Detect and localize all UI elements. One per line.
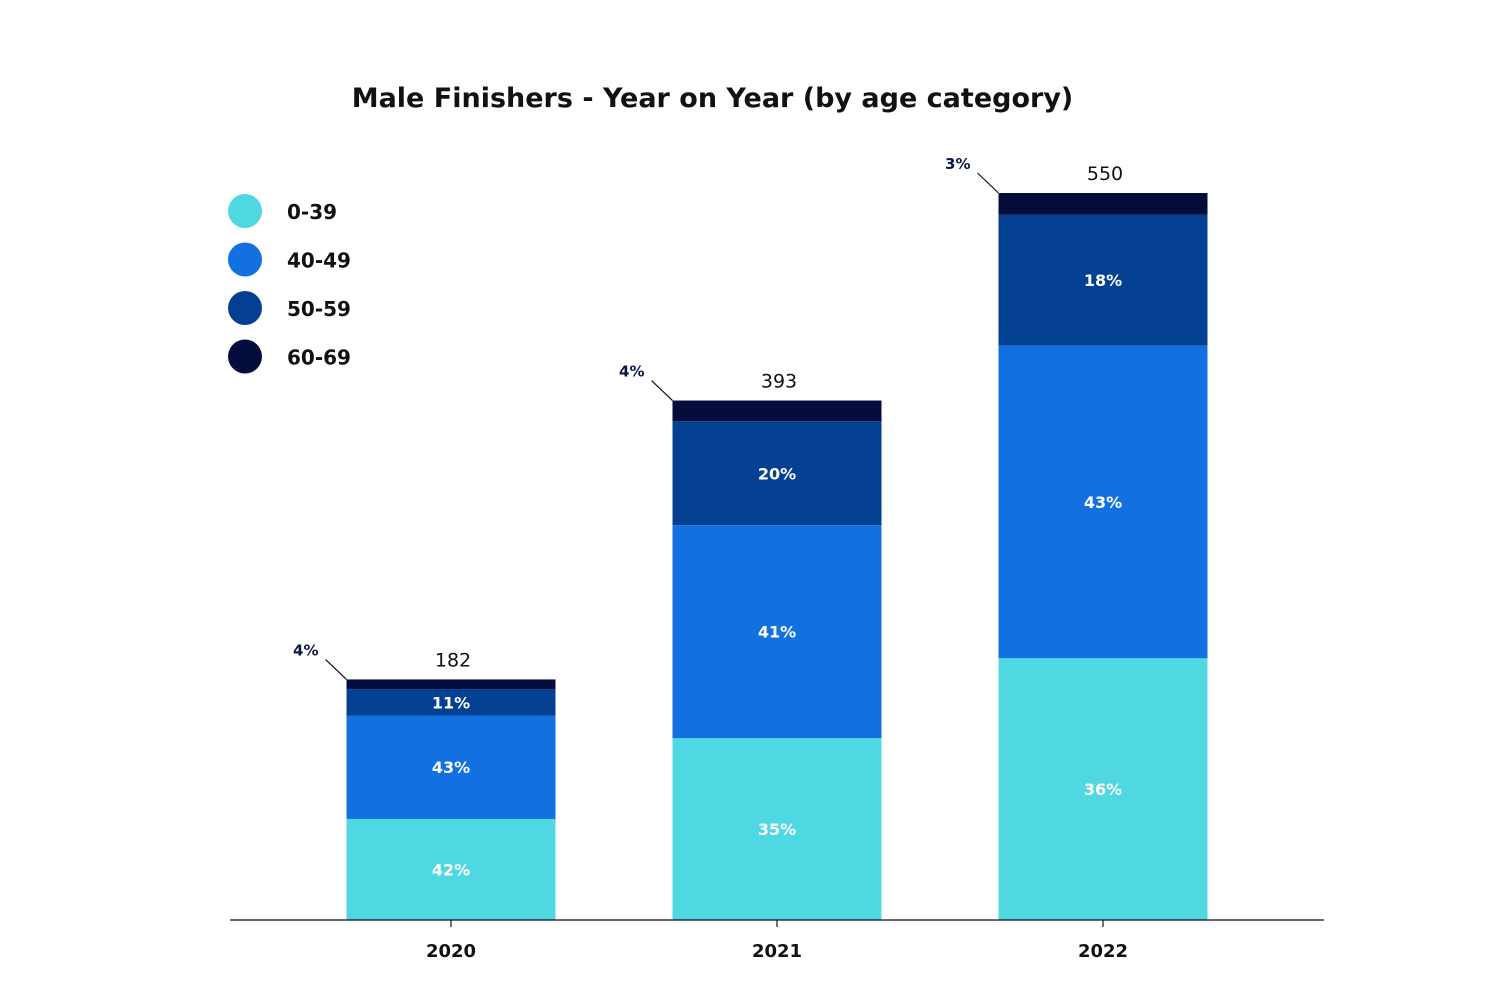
top-segment-label-2022: 3% [945, 155, 970, 173]
total-label-2021: 393 [761, 371, 797, 393]
legend-label-60-69: 60-69 [287, 346, 351, 370]
legend-marker-60-69 [228, 339, 262, 374]
bar-segment-2022-50-59 [998, 214, 1208, 346]
bar-segment-2021-50-59 [672, 421, 882, 526]
bars: 42% 43% 11% 4% 182 35% 41% 20% 4% 393 36% 43% 18% 3% 5… [293, 155, 1208, 920]
total-label-2022: 550 [1087, 163, 1123, 185]
segment-label-2022-50-59: 18% [1084, 271, 1122, 290]
legend: 0-39 40-49 50-59 60-69 [228, 194, 351, 374]
bar-segment-2020-50-59 [346, 689, 556, 716]
segment-label-2020-0-39: 42% [432, 860, 470, 879]
bar-segment-2021-40-49 [672, 525, 882, 739]
bar-segment-2022-0-39 [998, 658, 1208, 920]
bar-group-2020: 42% 43% 11% 4% 182 [293, 641, 556, 920]
x-axis: 2020 2021 2022 [230, 919, 1324, 962]
x-tick-label-2022: 2022 [1078, 941, 1128, 962]
top-segment-label-2020: 4% [293, 641, 318, 659]
top-segment-label-2021: 4% [619, 363, 644, 381]
bar-segment-2020-60-69 [346, 679, 556, 690]
bar-group-2021: 35% 41% 20% 4% 393 [619, 363, 882, 920]
segment-label-2021-50-59: 20% [758, 464, 796, 483]
leader-line-2020 [325, 658, 347, 680]
chart-title: Male Finishers - Year on Year (by age ca… [351, 83, 1074, 114]
segment-label-2020-40-49: 43% [432, 758, 470, 777]
segment-label-2021-0-39: 35% [758, 820, 796, 839]
legend-marker-0-39 [228, 194, 262, 228]
x-tick-label-2020: 2020 [426, 941, 476, 962]
bar-group-2022: 36% 43% 18% 3% 550 [945, 155, 1208, 920]
bar-segment-2022-40-49 [998, 345, 1208, 659]
bar-segment-2020-0-39 [346, 818, 556, 920]
segment-label-2021-40-49: 41% [758, 623, 796, 642]
legend-marker-40-49 [228, 242, 262, 277]
segment-label-2022-40-49: 43% [1084, 493, 1122, 512]
leader-line-2022 [977, 172, 999, 194]
segment-label-2022-0-39: 36% [1084, 780, 1122, 799]
x-tick-label-2021: 2021 [752, 941, 802, 962]
legend-marker-50-59 [228, 291, 262, 325]
bar-segment-2020-40-49 [346, 715, 556, 819]
legend-label-40-49: 40-49 [287, 249, 351, 273]
bar-segment-2021-60-69 [672, 400, 882, 422]
bar-segment-2022-60-69 [998, 193, 1208, 215]
segment-label-2020-50-59: 11% [432, 693, 470, 712]
leader-line-2021 [651, 380, 673, 401]
legend-label-0-39: 0-39 [287, 200, 337, 224]
legend-label-50-59: 50-59 [287, 297, 351, 321]
bar-segment-2021-0-39 [672, 738, 882, 920]
total-label-2020: 182 [435, 649, 471, 671]
